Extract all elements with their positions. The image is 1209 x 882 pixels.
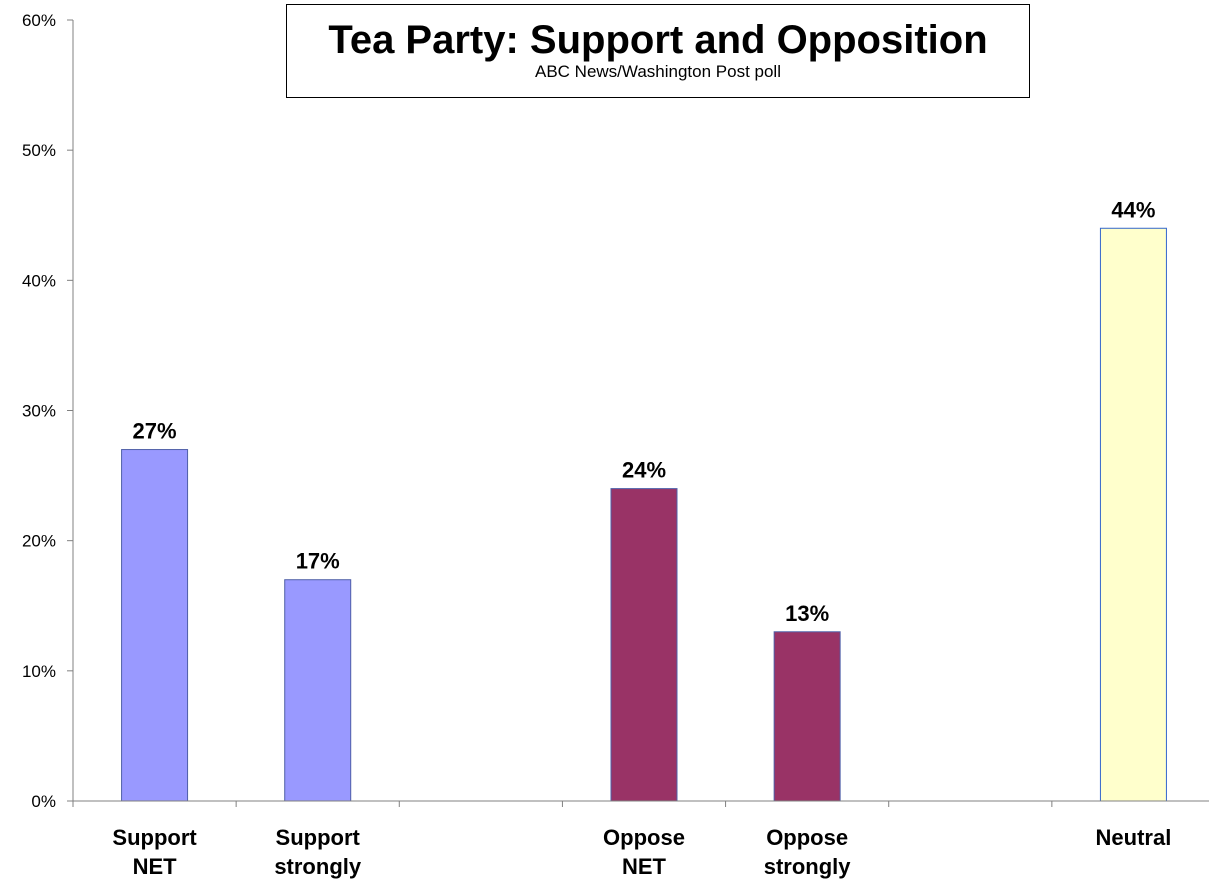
y-tick-label: 60% bbox=[22, 11, 56, 30]
bar bbox=[121, 449, 189, 802]
bar bbox=[610, 488, 678, 802]
y-tick-label: 30% bbox=[22, 402, 56, 421]
bar bbox=[773, 631, 841, 802]
x-category-label: NET bbox=[133, 854, 178, 879]
chart-title: Tea Party: Support and Opposition bbox=[328, 18, 988, 62]
y-tick-label: 50% bbox=[22, 141, 56, 160]
x-category-label: strongly bbox=[274, 854, 362, 879]
y-tick-label: 20% bbox=[22, 532, 56, 551]
chart-subtitle: ABC News/Washington Post poll bbox=[535, 62, 781, 81]
x-category-label: Neutral bbox=[1096, 825, 1172, 850]
y-tick-label: 10% bbox=[22, 662, 56, 681]
chart-title-box: Tea Party: Support and Opposition ABC Ne… bbox=[286, 4, 1030, 98]
x-category-label: Support bbox=[276, 825, 361, 850]
data-label: 44% bbox=[1111, 197, 1155, 222]
data-label: 13% bbox=[785, 601, 829, 626]
bar bbox=[284, 579, 352, 802]
data-label: 27% bbox=[133, 419, 177, 444]
x-category-label: Oppose bbox=[603, 825, 685, 850]
x-category-label: Support bbox=[112, 825, 197, 850]
y-tick-label: 40% bbox=[22, 271, 56, 290]
x-category-label: strongly bbox=[764, 854, 852, 879]
data-label: 24% bbox=[622, 458, 666, 483]
bar bbox=[1099, 227, 1167, 802]
y-tick-label: 0% bbox=[31, 792, 56, 811]
x-category-label: Oppose bbox=[766, 825, 848, 850]
x-category-label: NET bbox=[622, 854, 667, 879]
data-label: 17% bbox=[296, 549, 340, 574]
